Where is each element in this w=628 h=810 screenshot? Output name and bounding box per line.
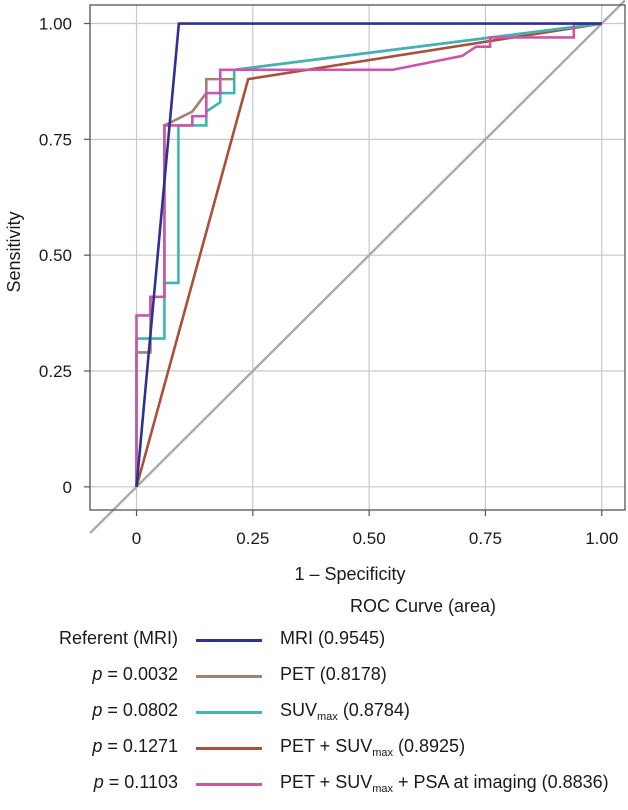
legend-p-mri: Referent (MRI) xyxy=(58,628,178,648)
legend-name-pet-suv-psa: PET + SUV xyxy=(280,772,373,792)
y-axis-ticks: 0 0.25 0.50 0.75 1.00 xyxy=(39,15,90,497)
legend-sub-pet-suv: max xyxy=(372,747,393,759)
p-value: = 0.0802 xyxy=(107,700,178,720)
legend-area-pet-suv-psa: (0.8836) xyxy=(541,772,609,792)
legend-name-suv: SUV xyxy=(280,700,318,720)
legend-label-pet-suv-psa: PET + SUVmax + PSA at imaging (0.8836) xyxy=(280,772,609,795)
legend-swatch-pet xyxy=(196,675,262,678)
legend-name-pet-suv: PET + SUV xyxy=(280,736,373,756)
legend-row-pet-suv-psa: p = 0.1103 PET + SUVmax + PSA at imaging… xyxy=(0,768,628,802)
p-value: = 0.1103 xyxy=(108,772,178,792)
x-tick-label-4: 1.00 xyxy=(585,529,618,548)
y-tick-label-1: 0.25 xyxy=(39,362,72,381)
legend-area-pet: (0.8178) xyxy=(319,664,387,684)
p-value: = 0.0032 xyxy=(107,664,178,684)
legend-area-pet-suv: (0.8925) xyxy=(398,736,466,756)
legend-sub-suv: max xyxy=(317,711,338,723)
legend: ROC Curve (area) Referent (MRI) MRI (0.9… xyxy=(0,590,628,810)
x-tick-label-0: 0 xyxy=(132,529,141,548)
x-axis-ticks: 0 0.25 0.50 0.75 1.00 xyxy=(132,510,618,548)
legend-label-suv: SUVmax (0.8784) xyxy=(280,700,410,723)
legend-name-pet: PET xyxy=(280,664,315,684)
legend-p-pet-suv-psa: p = 0.1103 xyxy=(94,772,178,793)
x-tick-label-2: 0.50 xyxy=(353,529,386,548)
series-line-pet_suv xyxy=(135,22,602,488)
legend-p-suv: p = 0.0802 xyxy=(92,700,178,721)
legend-name-mri: MRI xyxy=(280,628,313,648)
legend-swatch-suv xyxy=(196,711,262,714)
y-tick-label-3: 0.75 xyxy=(39,130,72,149)
legend-row-suv: p = 0.0802 SUVmax (0.8784) xyxy=(0,696,628,730)
p-symbol: p xyxy=(92,664,103,684)
legend-label-mri: MRI (0.9545) xyxy=(280,628,385,649)
x-tick-label-1: 0.25 xyxy=(236,529,269,548)
legend-row-mri: Referent (MRI) MRI (0.9545) xyxy=(0,624,628,658)
legend-area-suv: (0.8784) xyxy=(342,700,410,720)
p-symbol: p xyxy=(92,700,103,720)
legend-label-pet-suv: PET + SUVmax (0.8925) xyxy=(280,736,465,759)
legend-row-pet: p = 0.0032 PET (0.8178) xyxy=(0,660,628,694)
legend-swatch-pet-suv xyxy=(196,747,262,750)
legend-p-pet: p = 0.0032 xyxy=(92,664,178,685)
series-line-mri xyxy=(135,22,602,487)
series-line-suv xyxy=(135,22,602,487)
p-symbol: p xyxy=(93,772,104,792)
y-tick-label-4: 1.00 xyxy=(39,15,72,34)
legend-area-mri: (0.9545) xyxy=(318,628,386,648)
legend-row-pet-suv: p = 0.1271 PET + SUVmax (0.8925) xyxy=(0,732,628,766)
p-symbol: p xyxy=(92,736,103,756)
legend-p-pet-suv: p = 0.1271 xyxy=(92,736,178,757)
reference-line-group xyxy=(89,0,626,535)
roc-chart: 0 0.25 0.50 0.75 1.00 0 0.25 0.50 0.75 1.00 1 – … xyxy=(4,0,626,584)
legend-swatch-mri xyxy=(196,639,262,642)
legend-suffix-pet-suv-psa: + PSA at imaging xyxy=(393,772,537,792)
reference-line xyxy=(89,0,626,535)
y-tick-label-0: 0 xyxy=(63,478,72,497)
series-group xyxy=(135,22,602,488)
p-value: = 0.1271 xyxy=(107,736,178,756)
legend-sub-pet-suv-psa: max xyxy=(372,783,393,795)
x-axis-title: 1 – Specificity xyxy=(294,564,405,584)
legend-swatch-pet-suv-psa xyxy=(196,783,262,786)
y-tick-label-2: 0.50 xyxy=(39,246,72,265)
legend-label-pet: PET (0.8178) xyxy=(280,664,387,685)
plot-frame xyxy=(89,4,626,511)
x-tick-label-3: 0.75 xyxy=(469,529,502,548)
y-axis-title: Sensitivity xyxy=(4,211,24,292)
legend-title: ROC Curve (area) xyxy=(350,596,497,616)
